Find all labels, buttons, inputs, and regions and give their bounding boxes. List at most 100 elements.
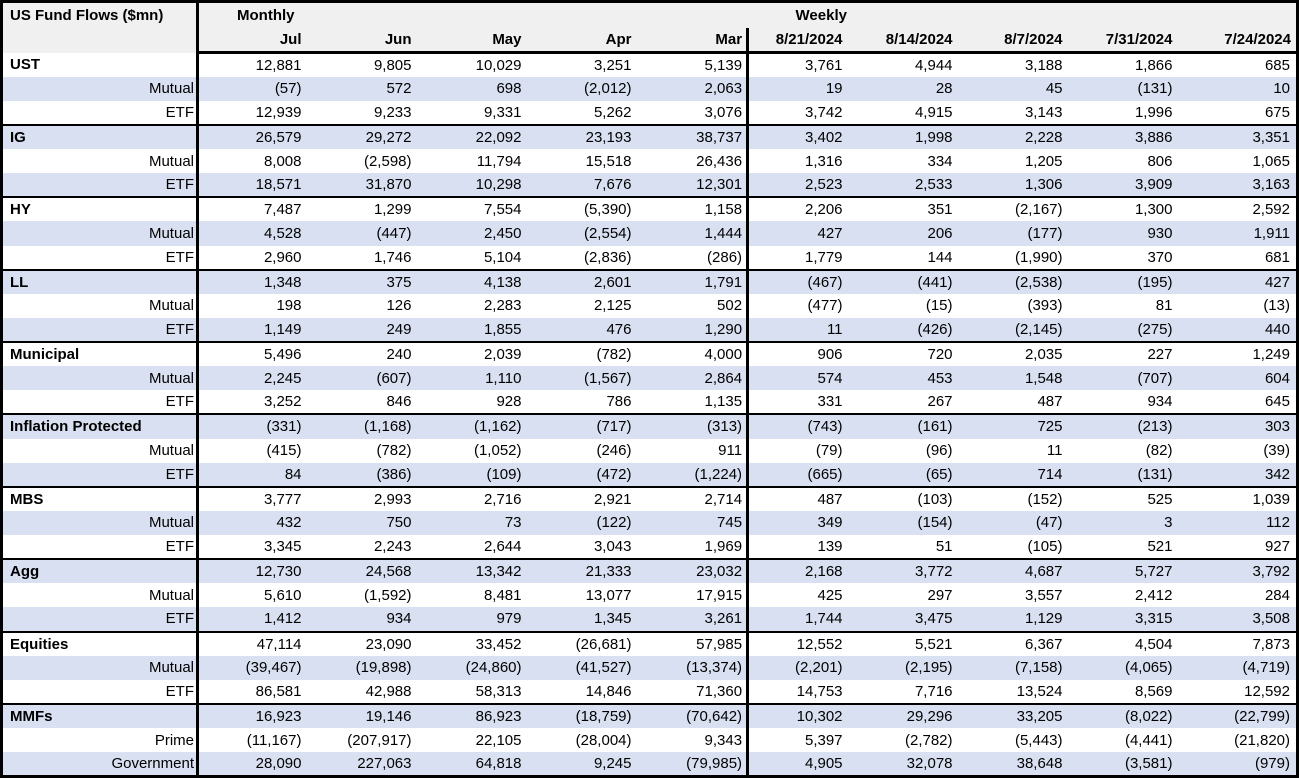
value-cell: 2,714 [637,485,750,511]
value-cell: 11,794 [476,152,522,170]
value-cell: 8,481 [483,586,522,604]
value-cell: 3,188 [1024,56,1063,74]
table-row: ETF 18,571 31,870 10,298 7,676 12,301 2,523 2,5… [1,173,1298,198]
value-cell: 342 [1187,462,1298,487]
value-cell: (2,554) [527,221,638,246]
subrow-label: ETF [1,607,199,632]
subrow-label: ETF [1,390,199,415]
value-cell: 3,886 [1077,123,1188,149]
table-row: Mutual 2,245 (607) 1,110 (1,567) 2,864 574 453 1… [1,366,1298,391]
value-cell: 14,846 [585,682,632,700]
group-label: HY [1,196,199,222]
value-cell: 10,302 [747,702,858,728]
subrow-label: ETF [1,535,199,560]
value-cell: 126 [386,297,412,315]
value-cell: 38,737 [637,123,750,149]
value-cell: 198 [276,297,302,315]
value-cell: 58,313 [475,682,522,700]
value-cell: 1,110 [417,366,528,391]
value-cell: 745 [637,510,750,535]
value-cell: 22,092 [417,123,528,149]
value-cell: 12,301 [637,173,750,198]
table-row: ETF 3,252 846 928 786 1,135 331 267 487 934 645 [1,390,1298,415]
value-cell: 698 [417,76,528,101]
value-cell: 23,090 [307,630,418,656]
value-cell: 4,000 [637,340,750,367]
value-cell: (2,836) [583,248,632,266]
value-cell: 3,351 [1187,123,1298,149]
value-cell: 934 [1147,393,1173,411]
value-cell: (18,759) [527,702,638,728]
value-cell: 47,114 [197,630,308,656]
value-cell: 806 [1147,152,1173,170]
value-cell: 5,104 [483,248,522,266]
value-cell: (2,201) [747,655,858,680]
value-cell: 1,345 [527,607,638,632]
value-cell: (105) [1027,538,1063,556]
value-cell: (467) [747,268,858,294]
value-cell: (22,799) [1187,702,1298,728]
value-cell: 71,360 [637,679,750,704]
value-cell: 681 [1264,248,1290,266]
table-row: Government 28,090 227,063 64,818 9,245 (79,98… [1,752,1298,777]
value-cell: 240 [307,340,418,367]
subrow-label: Mutual [1,655,199,680]
table-row: MMFs 16,923 19,146 86,923 (18,759) (70,642) 10… [1,702,1298,728]
weekly-column-header: 8/7/2024 [967,27,1078,54]
value-cell: 1,158 [637,196,750,222]
value-cell: 139 [817,538,843,556]
value-cell: 112 [1187,510,1298,535]
table-row: ETF 12,939 9,233 9,331 5,262 3,076 3,742 4,915 3… [1,100,1298,125]
value-cell: (161) [857,413,968,439]
value-cell: 3,792 [1187,558,1298,584]
group-label: UST [1,52,199,77]
value-cell: (415) [266,442,302,460]
value-cell: (447) [307,221,418,246]
value-cell: 1,746 [373,248,412,266]
table-row: Mutual (39,467) (19,898) (24,860) (41,527) (1… [1,655,1298,680]
value-cell: 2,063 [637,76,750,101]
value-cell: 12,592 [1244,682,1290,700]
value-cell: 1,412 [197,607,308,632]
value-cell: 3,076 [637,100,750,125]
value-cell: 11 [747,317,858,342]
value-cell: 3,163 [1187,173,1298,198]
value-cell: 16,923 [197,702,308,728]
value-cell: 28,090 [197,752,308,777]
value-cell: 2,450 [417,221,528,246]
value-cell: 714 [967,462,1078,487]
value-cell: 14,753 [796,682,843,700]
value-cell: 425 [817,586,843,604]
value-cell: 19 [747,76,858,101]
value-cell: 2,245 [197,366,308,391]
subrow-label: Mutual [1,76,199,101]
group-label: Agg [1,558,199,584]
value-cell: 11 [1046,442,1063,460]
value-cell: 249 [307,317,418,342]
value-cell: (665) [747,462,858,487]
value-cell: 2,125 [593,297,632,315]
table-row: Inflation Protected (331) (1,168) (1,162) (7… [1,413,1298,439]
value-cell: 9,805 [373,56,412,74]
value-cell: 5,496 [197,340,308,367]
value-cell: 349 [747,510,858,535]
value-cell: 9,331 [483,103,522,121]
value-cell: 13,524 [1016,682,1063,700]
value-cell: (2,538) [967,268,1078,294]
value-cell: (1,162) [417,413,528,439]
value-cell: (1,052) [473,442,522,460]
value-cell: (607) [307,366,418,391]
value-cell: 10,029 [475,56,522,74]
value-cell: 12,881 [255,56,302,74]
table-row: MBS 3,777 2,993 2,716 2,921 2,714 487 (103) (152… [1,485,1298,511]
value-cell: (26,681) [527,630,638,656]
value-cell: 21,333 [527,558,638,584]
value-cell: 930 [1077,221,1188,246]
table-row: ETF 84 (386) (109) (472) (1,224) (665) (65) 714(… [1,462,1298,487]
value-cell: 1,998 [857,123,968,149]
subrow-label: Mutual [1,293,199,318]
value-cell: (5,443) [1014,731,1063,749]
value-cell: 2,592 [1187,196,1298,222]
